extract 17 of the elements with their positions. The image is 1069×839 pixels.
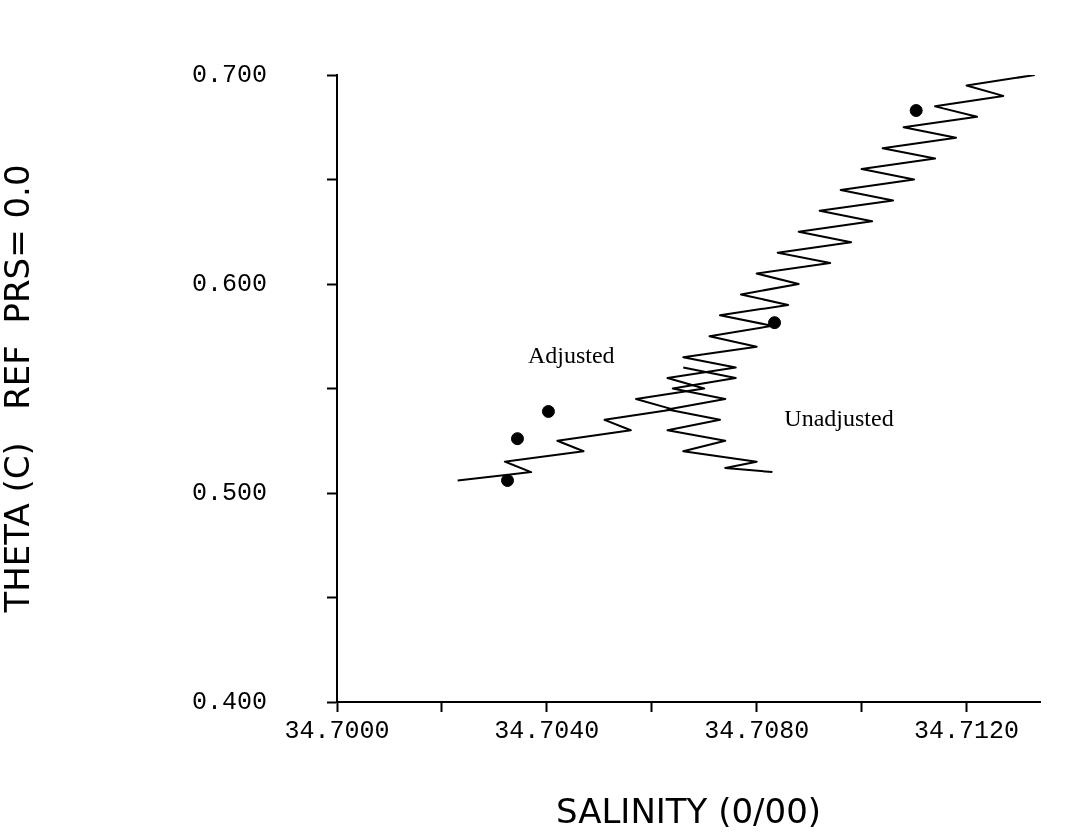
y-tick-label: 0.600 [191, 269, 267, 299]
x-tick-label: 34.7120 [914, 716, 1020, 746]
x-axis-title: SALINITY (0/00) [555, 791, 822, 832]
series-label: Adjusted [527, 342, 615, 369]
y-tick-label: 0.700 [191, 60, 267, 90]
point [501, 473, 514, 487]
y-tick-label: 0.400 [191, 687, 267, 717]
y-tick-label: 0.500 [191, 478, 267, 508]
x-tick-label: 34.7080 [704, 716, 810, 746]
x-tick-label: 34.7040 [494, 716, 600, 746]
point [541, 404, 555, 418]
point [909, 104, 923, 118]
point [768, 316, 782, 330]
y-axis-title: THETA (C) REF PRS= 0.0 [0, 164, 38, 614]
series-label: Unadjusted [784, 405, 894, 432]
x-tick-label: 34.7000 [284, 716, 390, 746]
point [510, 432, 524, 446]
